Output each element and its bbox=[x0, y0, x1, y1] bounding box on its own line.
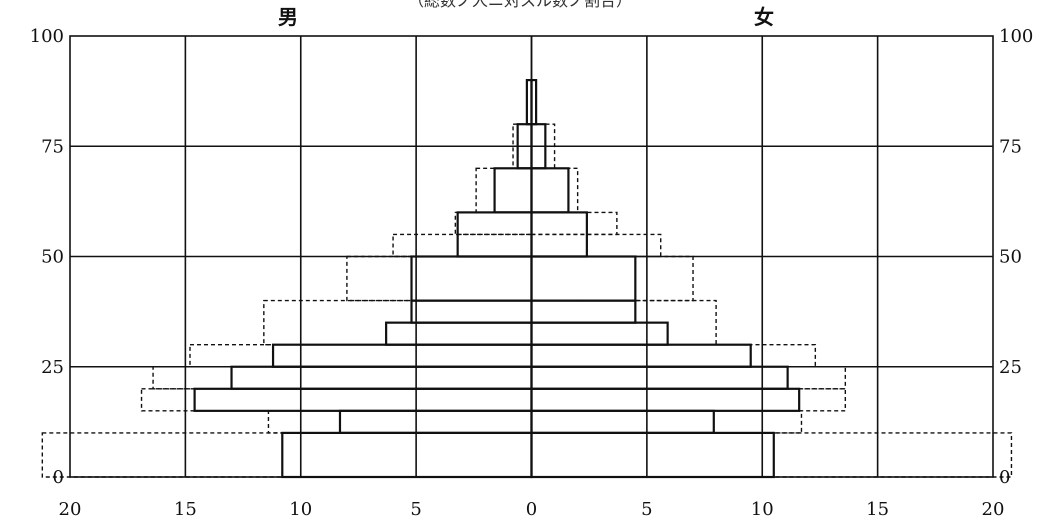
male-band-solid bbox=[410, 299, 533, 324]
y-tick-label-right: 75 bbox=[999, 136, 1022, 157]
male-band-dashed bbox=[392, 233, 533, 258]
female-label: 女 bbox=[754, 5, 774, 29]
male-band-solid bbox=[385, 321, 533, 346]
female-band-dashed bbox=[530, 410, 803, 434]
male-band-dashed bbox=[152, 366, 533, 390]
female-band-dashed bbox=[530, 211, 618, 236]
x-tick-label: 15 bbox=[866, 499, 889, 520]
male-band-solid bbox=[493, 167, 533, 214]
male-band-solid bbox=[193, 387, 533, 412]
y-tick-label-right: 50 bbox=[999, 247, 1022, 268]
male-band-solid bbox=[271, 343, 533, 368]
chart-title: （総数ノ人ニ対スル数ノ割合） bbox=[408, 0, 632, 10]
y-tick-label-right: 0 bbox=[999, 467, 1010, 488]
male-band-dashed bbox=[267, 410, 533, 434]
y-tick-label-left: 100 bbox=[30, 26, 64, 47]
female-band-solid bbox=[530, 343, 752, 368]
female-band-dashed bbox=[530, 123, 556, 169]
male-band-dashed bbox=[454, 211, 533, 236]
male-label: 男 bbox=[278, 5, 298, 29]
y-tick-label-right: 100 bbox=[999, 26, 1033, 47]
x-tick-label: 20 bbox=[59, 499, 82, 520]
male-band-dashed bbox=[140, 388, 533, 412]
female-band-solid bbox=[530, 409, 715, 435]
female-band-solid bbox=[530, 167, 570, 214]
male-band-solid bbox=[281, 431, 533, 479]
y-tick-label-left: 0 bbox=[53, 467, 64, 488]
male-band-dashed bbox=[41, 432, 533, 478]
female-band-solid bbox=[530, 365, 789, 390]
male-band-dashed bbox=[189, 344, 533, 368]
y-tick-label-left: 50 bbox=[41, 247, 64, 268]
male-band-solid bbox=[230, 365, 533, 390]
y-tick-label-left: 25 bbox=[41, 357, 64, 378]
female-band-dashed bbox=[530, 79, 537, 125]
female-band-solid bbox=[530, 299, 637, 324]
male-band-dashed bbox=[475, 167, 533, 214]
x-tick-label: 5 bbox=[641, 499, 652, 520]
male-band-dashed bbox=[346, 255, 533, 302]
y-tick-label-right: 25 bbox=[999, 357, 1022, 378]
x-tick-label: 5 bbox=[410, 499, 421, 520]
female-band-solid bbox=[530, 255, 637, 302]
female-band-dashed bbox=[530, 344, 817, 368]
x-tick-label: 0 bbox=[526, 499, 537, 520]
x-tick-label: 20 bbox=[982, 499, 1005, 520]
x-tick-label: 15 bbox=[174, 499, 197, 520]
female-band-dashed bbox=[530, 366, 847, 390]
y-tick-label-left: 75 bbox=[41, 136, 64, 157]
male-band-solid bbox=[410, 255, 533, 302]
female-band-dashed bbox=[530, 233, 662, 258]
female-band-dashed bbox=[530, 167, 579, 214]
female-band-dashed bbox=[530, 255, 694, 302]
male-band-dashed bbox=[526, 79, 533, 125]
female-band-solid bbox=[530, 387, 801, 412]
male-band-dashed bbox=[512, 123, 533, 169]
female-band-dashed bbox=[530, 432, 1013, 478]
x-tick-label: 10 bbox=[751, 499, 774, 520]
male-band-solid bbox=[338, 409, 533, 435]
female-band-solid bbox=[530, 431, 775, 479]
series-bands bbox=[41, 78, 1013, 479]
x-tick-label: 10 bbox=[289, 499, 312, 520]
